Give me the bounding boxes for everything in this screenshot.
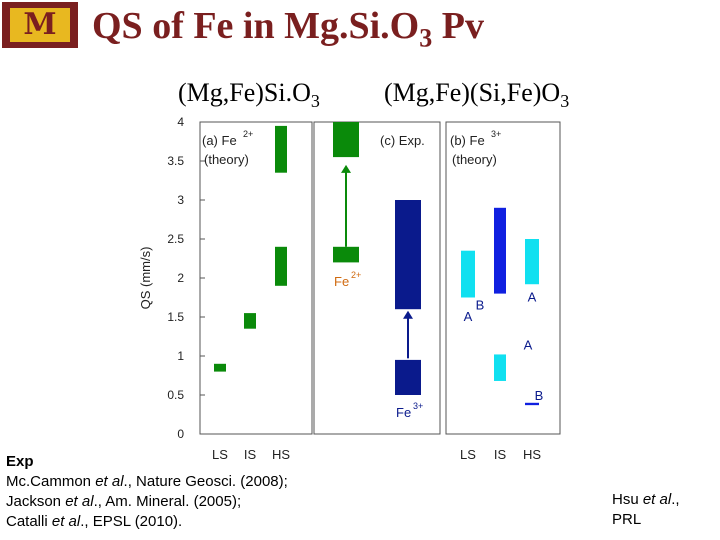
y-tick-label: 2 <box>177 271 184 285</box>
reference-right: Hsu et al., PRL <box>612 490 680 530</box>
subtitle-left: (Mg,Fe)Si.O3 <box>178 78 320 112</box>
panel-a-theory: (theory) <box>204 152 249 167</box>
bar-b-1 <box>494 207 506 294</box>
y-tick-label: 3.5 <box>167 154 184 168</box>
y-tick-label: 3 <box>177 193 184 207</box>
subtitle-left-main: (Mg,Fe)Si.O <box>178 78 311 107</box>
x-tick-label: LS <box>460 447 476 462</box>
panel-b-theory: (theory) <box>452 152 497 167</box>
logo-letter: M <box>10 8 70 42</box>
panel-frame-c <box>313 121 441 435</box>
panel-b-label-sup: 3+ <box>491 129 501 139</box>
subtitle-right: (Mg,Fe)(Si,Fe)O3 <box>384 78 569 112</box>
title-tail: Pv <box>432 5 484 47</box>
site-label-A: A <box>464 309 473 324</box>
bar-c-0 <box>333 246 359 263</box>
bar-a-3 <box>275 125 287 173</box>
arrow-fe2-head <box>341 164 351 173</box>
reference-line-1: Mc.Cammon et al., Nature Geosci. (2008); <box>6 473 288 490</box>
y-tick-label: 0 <box>177 427 184 441</box>
title-subscript: 3 <box>419 23 433 53</box>
fe3-annotation-sup: 3+ <box>413 401 423 411</box>
panel-c-label: (c) Exp. <box>380 133 425 148</box>
bar-a-1 <box>244 313 256 329</box>
y-tick-label: 2.5 <box>167 232 184 246</box>
bar-b-4 <box>525 402 539 406</box>
x-tick-label: HS <box>523 447 541 462</box>
title-main: QS of Fe in Mg.Si.O <box>92 5 420 47</box>
bar-a-0 <box>214 363 226 372</box>
subtitle-right-subscript: 3 <box>560 91 570 112</box>
fe2-annotation: Fe <box>334 274 349 289</box>
y-axis-label: QS (mm/s) <box>138 247 153 310</box>
panel-frame-b <box>445 121 561 435</box>
qs-chart: 0 0.5 1 1.5 2 2.5 3 3.5 4 QS (mm/s) LS IS HS LS IS HS (a… <box>138 115 561 462</box>
y-tick-label: 0.5 <box>167 388 184 402</box>
panel-a-label: (a) Fe <box>202 133 237 148</box>
x-tick-label: IS <box>494 447 507 462</box>
x-tick-label: HS <box>272 447 290 462</box>
site-label-A: A <box>528 290 537 305</box>
references-left: Exp Mc.Cammon et al., Nature Geosci. (20… <box>6 452 288 532</box>
references-heading: Exp <box>6 453 34 470</box>
site-label-B: B <box>535 388 544 403</box>
x-tick-label: IS <box>244 447 257 462</box>
bar-c-2 <box>395 200 421 310</box>
y-tick-label: 4 <box>177 115 184 129</box>
subtitle-right-main: (Mg,Fe)(Si,Fe)O <box>384 78 561 107</box>
bar-b-3 <box>525 239 539 285</box>
reference-line-3: Catalli et al., EPSL (2010). <box>6 513 183 530</box>
bar-b-2 <box>494 354 506 381</box>
panel-a-label-sup: 2+ <box>243 129 253 139</box>
bar-c-1 <box>333 122 359 158</box>
site-label-A: A <box>524 338 533 353</box>
bar-b-0 <box>461 250 475 298</box>
university-logo: M <box>2 2 78 48</box>
x-tick-label: LS <box>212 447 228 462</box>
reference-right-line-2: PRL <box>612 511 642 528</box>
fe2-annotation-sup: 2+ <box>351 270 361 280</box>
reference-right-line-1: Hsu et al., <box>612 491 680 508</box>
reference-line-2: Jackson et al., Am. Mineral. (2005); <box>6 493 242 510</box>
site-label-B: B <box>476 298 485 313</box>
slide-title: QS of Fe in Mg.Si.O3 Pv <box>92 4 484 54</box>
bar-c-3 <box>395 359 421 395</box>
y-tick-label: 1.5 <box>167 310 184 324</box>
panel-b-label: (b) Fe <box>450 133 485 148</box>
y-tick-label: 1 <box>177 349 184 363</box>
panel-frame-a <box>199 121 313 435</box>
bar-a-2 <box>275 246 287 286</box>
subtitle-left-subscript: 3 <box>310 91 320 112</box>
arrow-fe3-head <box>403 310 413 319</box>
fe3-annotation: Fe <box>396 405 411 420</box>
